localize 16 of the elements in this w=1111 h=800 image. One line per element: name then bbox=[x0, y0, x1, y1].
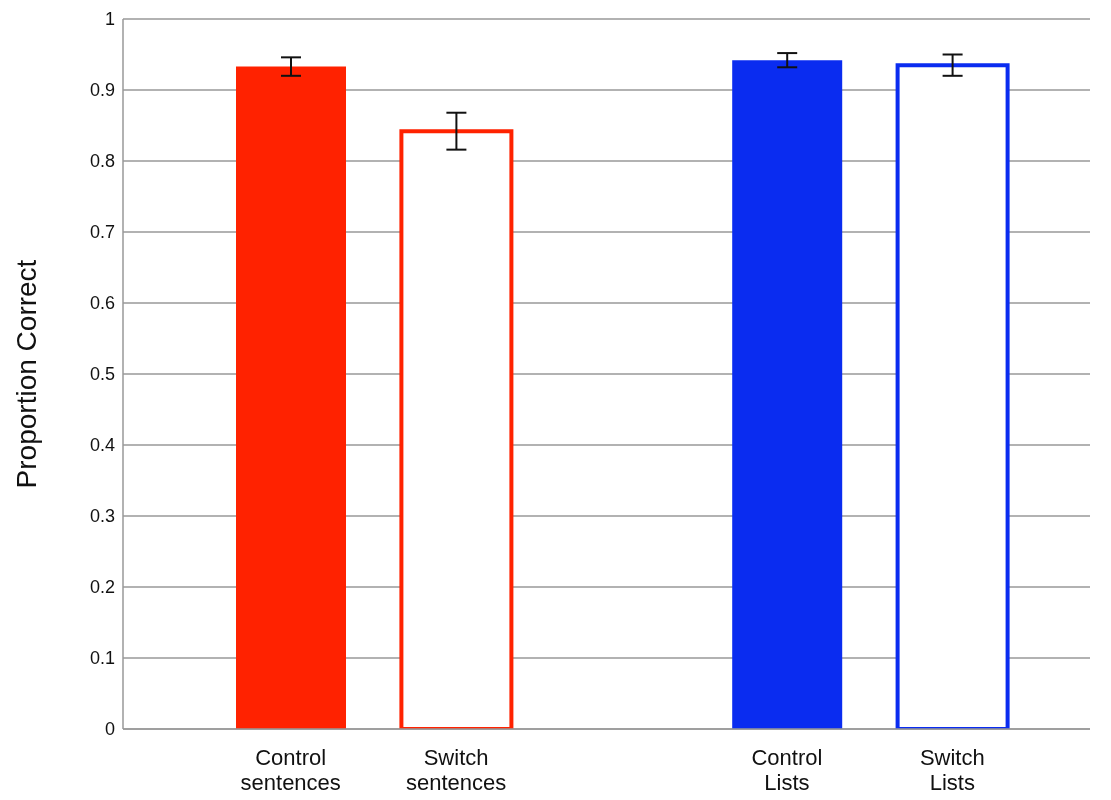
x-tick-label: Control Lists bbox=[751, 744, 823, 796]
y-tick-label: 0.4 bbox=[89, 435, 115, 456]
y-tick-label: 0.7 bbox=[89, 222, 115, 243]
y-tick-label: 0.9 bbox=[89, 80, 115, 101]
y-tick-label: 0.3 bbox=[89, 506, 115, 527]
y-tick-label: 0 bbox=[104, 719, 115, 740]
y-tick-label: 0.8 bbox=[89, 151, 115, 172]
x-tick-label: Switch sentences bbox=[405, 744, 507, 796]
y-axis-title: Proportion Correct bbox=[10, 259, 42, 489]
y-tick-label: 0.5 bbox=[89, 364, 115, 385]
y-tick-label: 0.2 bbox=[89, 577, 115, 598]
y-tick-label: 0.1 bbox=[89, 648, 115, 669]
y-tick-label: 1 bbox=[104, 9, 115, 30]
x-tick-label: Control sentences bbox=[240, 744, 341, 796]
x-tick-label: Switch Lists bbox=[919, 744, 985, 796]
y-tick-label: 0.6 bbox=[89, 293, 115, 314]
